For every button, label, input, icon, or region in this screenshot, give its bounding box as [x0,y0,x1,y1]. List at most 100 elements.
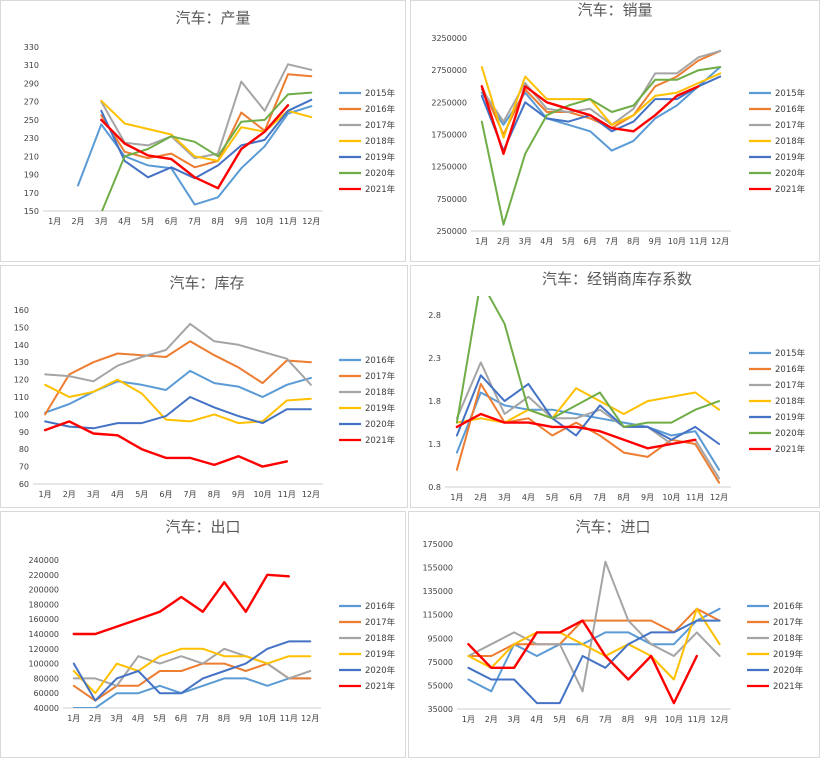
chart-inventory: 汽车：库存 60 70 80 90 100 110 120 130 140 150 160 1月 2月 3月… [14,274,396,499]
y-tick-label: 110 [14,393,29,402]
y-tick-label: 60 [19,480,29,489]
x-tick-label: 4月 [111,490,124,499]
series-line-2021年 [480,85,700,155]
x-tick-label: 3月 [95,217,108,226]
x-tick-label: 11月 [279,217,297,226]
y-tick-label: 750000 [436,195,467,204]
chart-import: 汽车：进口 35000 55000 75000 95000 115000 135000 155… [422,518,804,724]
y-tick-label: 175000 [422,540,453,549]
x-tick-label: 8月 [208,490,221,499]
x-tick-label: 9月 [649,237,662,246]
x-tick-label: 10月 [662,493,680,502]
y-tick-label: 135000 [422,587,453,596]
legend-label: 2019年 [365,649,396,660]
legend-label: 2021年 [365,681,396,692]
chart-title: 汽车：经销商库存系数 [542,270,692,288]
legend-label: 2015年 [775,88,806,99]
y-tick-label: 160 [14,306,29,315]
y-tick-label: 40000 [34,704,59,713]
series-group [455,296,721,484]
x-tick-label: 1月 [39,490,52,499]
legend-label: 2019年 [365,152,396,163]
legend-label: 2016年 [773,601,804,612]
x-tick-label: 2月 [89,714,102,723]
x-tick-label: 2月 [63,490,76,499]
x-tick-label: 3月 [110,714,123,723]
x-tick-label: 5月 [141,217,154,226]
y-tick-label: 290 [24,79,39,88]
legend-label: 2019年 [775,412,806,423]
y-tick-label: 100000 [28,660,59,669]
x-tick-label: 10月 [668,237,686,246]
x-tick-label: 8月 [218,714,231,723]
y-tick-label: 250000 [436,227,467,236]
series-line-2021年 [72,573,290,636]
legend: 2016年 2017年 2018年 2019年 2020年 2021年 [339,355,396,446]
y-tick-label: 100 [14,410,29,419]
x-tick-label: 2月 [71,217,84,226]
x-tick-label: 9月 [645,715,658,724]
series-line-2017年 [44,340,312,416]
y-tick-label: 200000 [28,586,59,595]
y-tick-label: 1250000 [431,163,467,172]
legend-label: 2016年 [365,601,396,612]
y-tick-label: 210 [24,152,39,161]
series-group [77,63,313,211]
chart-panel-inventory: 汽车：库存 60 70 80 90 100 110 120 130 140 150 160 1月 2月 3月… [0,265,408,508]
y-tick-label: 35000 [428,705,453,714]
x-tick-label: 12月 [302,217,320,226]
x-tick-label: 4月 [530,715,543,724]
x-tick-label: 5月 [135,490,148,499]
x-tick-label: 5月 [153,714,166,723]
series-line-2018年 [44,322,312,386]
y-tick-label: 1.3 [428,440,441,449]
y-tick-label: 75000 [428,658,453,667]
series-line-2015年 [455,391,721,471]
x-tick-label: 1月 [475,237,488,246]
x-tick-label: 12月 [301,714,319,723]
series-line-2021年 [467,619,698,705]
series-line-2017年 [100,63,313,160]
y-tick-label: 2.8 [428,311,441,320]
series-line-2020年 [467,619,721,705]
y-tick-label: 170 [24,189,39,198]
y-tick-label: 70 [19,463,29,472]
legend-label: 2017年 [773,617,804,628]
y-tick-label: 2250000 [431,98,467,107]
legend: 2015年 2016年 2017年 2018年 2019年 2020年 2021年 [749,88,806,195]
x-tick-label: 11月 [278,490,296,499]
x-tick-label: 8月 [211,217,224,226]
chart-title: 汽车：出口 [165,518,240,536]
series-line-2021年 [455,412,697,450]
x-tick-label: 6月 [570,493,583,502]
y-tick-label: 140 [14,341,29,350]
y-tick-label: 95000 [428,634,453,643]
x-tick-label: 6月 [584,237,597,246]
x-tick-label: 9月 [641,493,654,502]
x-tick-label: 7月 [184,490,197,499]
legend-label: 2020年 [365,665,396,676]
legend-label: 2017年 [365,120,396,131]
series-group [72,573,312,708]
series-line-2020年 [455,296,721,428]
chart-export: 汽车：出口 40000 60000 80000 100000 120000 140000 16… [28,518,396,723]
x-tick-label: 3月 [87,490,100,499]
series-line-2018年 [480,66,722,139]
y-tick-label: 60000 [34,689,59,698]
x-tick-label: 11月 [686,493,704,502]
y-tick-label: 270 [24,98,39,107]
x-tick-label: 3月 [498,493,511,502]
x-tick-label: 7月 [593,493,606,502]
x-tick-label: 1月 [48,217,61,226]
legend-label: 2020年 [365,168,396,179]
x-tick-label: 4月 [522,493,535,502]
legend-label: 2017年 [775,120,806,131]
y-tick-label: 250 [24,116,39,125]
x-tick-label: 5月 [562,237,575,246]
y-tick-label: 150 [14,323,29,332]
x-tick-label: 7月 [188,217,201,226]
chart-panel-export: 汽车：出口 40000 60000 80000 100000 120000 140000 16… [0,511,406,758]
y-tick-label: 120000 [28,645,59,654]
legend-label: 2021年 [365,184,396,195]
legend-label: 2021年 [775,444,806,455]
